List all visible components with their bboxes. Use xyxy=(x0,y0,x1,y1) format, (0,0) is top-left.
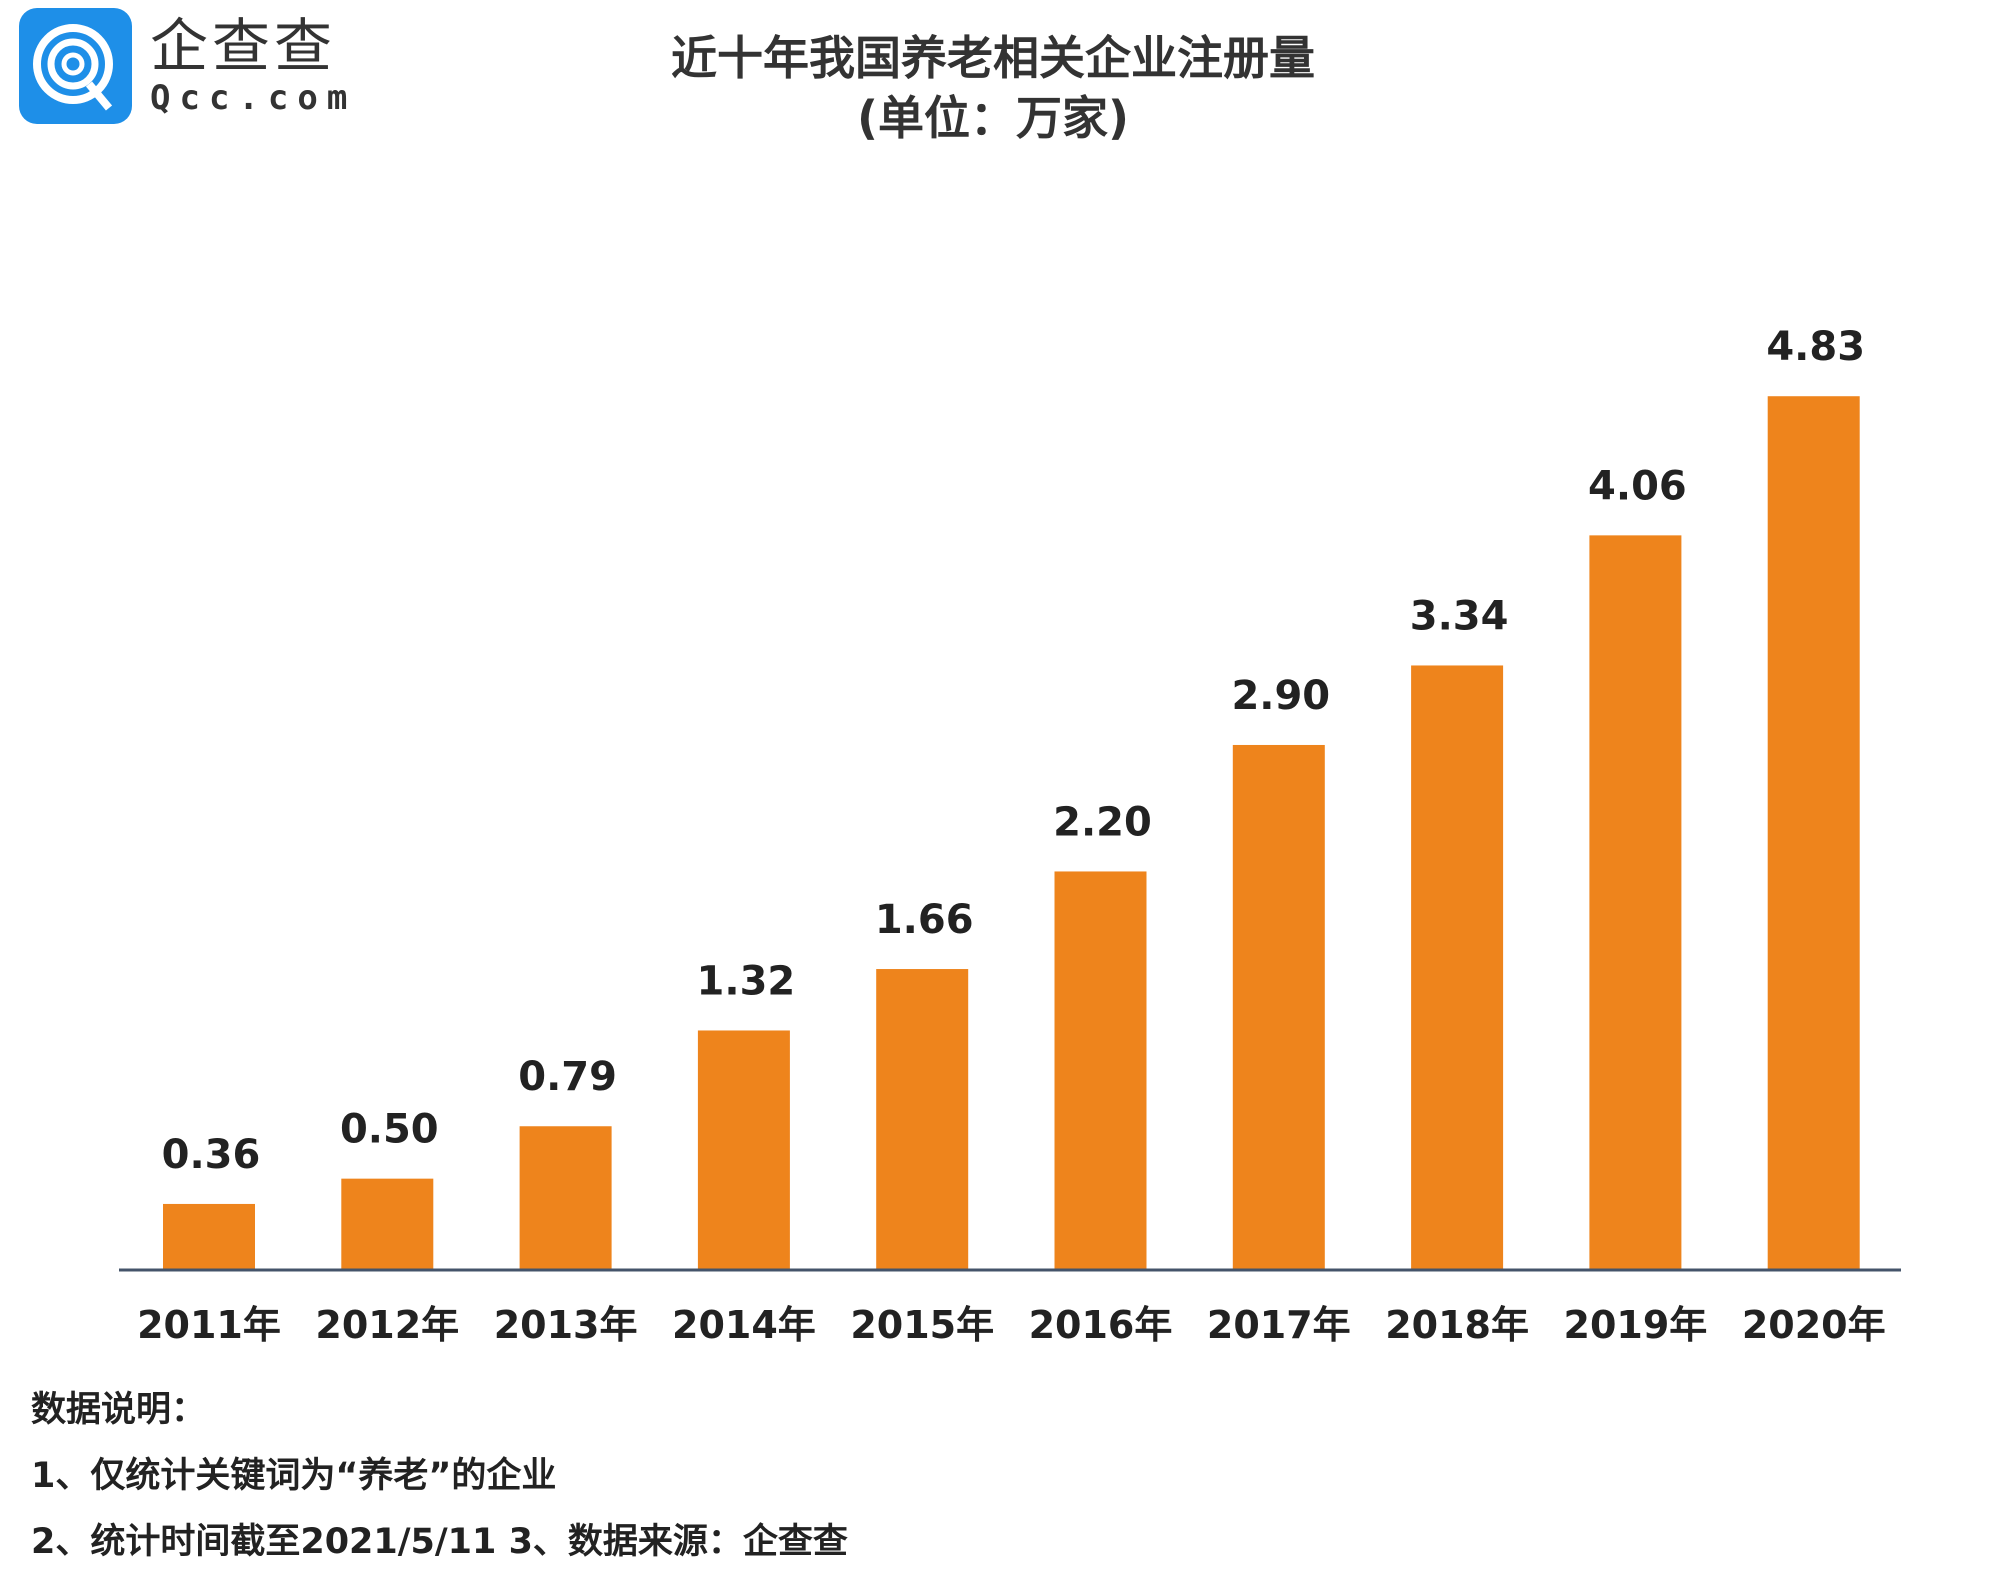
data-notes: 数据说明： 1、仅统计关键词为“养老”的企业 2、统计时间截至2021/5/11… xyxy=(31,1385,848,1583)
bar xyxy=(876,969,969,1269)
x-tick-label: 2020年 xyxy=(1742,1303,1886,1347)
data-label: 0.50 xyxy=(340,1107,439,1153)
bar xyxy=(1411,665,1504,1269)
notes-heading: 数据说明： xyxy=(31,1390,207,1430)
x-tick-label: 2019年 xyxy=(1564,1303,1708,1347)
x-tick-label: 2018年 xyxy=(1385,1303,1529,1347)
note-item: 2、统计时间截至2021/5/11 3、数据来源：企查查 xyxy=(31,1522,848,1562)
qcc-logo-icon xyxy=(19,8,132,124)
note-item: 1、仅统计关键词为“养老”的企业 xyxy=(31,1456,557,1496)
bar xyxy=(1589,535,1682,1269)
chart-title: 近十年我国养老相关企业注册量 (单位：万家) xyxy=(0,28,1996,148)
data-label: 2.90 xyxy=(1231,673,1330,719)
bar xyxy=(1054,871,1147,1269)
chart-title-unit: (单位：万家) xyxy=(856,91,1130,145)
bar xyxy=(163,1203,255,1269)
qcc-logo: 企查查 Qcc.com xyxy=(19,8,356,124)
data-label: 4.06 xyxy=(1588,463,1687,509)
x-tick-label: 2014年 xyxy=(672,1303,816,1347)
data-label: 2.20 xyxy=(1053,799,1152,845)
chart-title-line1: 近十年我国养老相关企业注册量 xyxy=(671,31,1315,85)
bar xyxy=(341,1178,434,1269)
x-tick-label: 2017年 xyxy=(1207,1303,1351,1347)
x-tick-label: 2016年 xyxy=(1029,1303,1173,1347)
bar xyxy=(1232,744,1325,1269)
x-tick-label: 2011年 xyxy=(137,1303,281,1347)
x-tick-label: 2012年 xyxy=(315,1303,459,1347)
data-label: 1.32 xyxy=(697,958,796,1004)
bar xyxy=(697,1030,790,1269)
logo-cn-text: 企查查 xyxy=(150,12,337,80)
data-label: 3.34 xyxy=(1410,593,1509,639)
bar-chart: 0.36 2011年 0.50 2012年 0.79 2013年 1.32 2014年 1.66… xyxy=(119,324,1901,1347)
data-label: 4.83 xyxy=(1766,324,1865,370)
data-label: 0.36 xyxy=(162,1132,261,1178)
data-label: 1.66 xyxy=(875,897,974,943)
bar xyxy=(519,1126,612,1269)
data-label: 0.79 xyxy=(518,1054,617,1100)
x-tick-label: 2015年 xyxy=(850,1303,994,1347)
x-tick-label: 2013年 xyxy=(494,1303,638,1347)
bar xyxy=(1767,396,1860,1269)
logo-en-text: Qcc.com xyxy=(150,78,357,118)
